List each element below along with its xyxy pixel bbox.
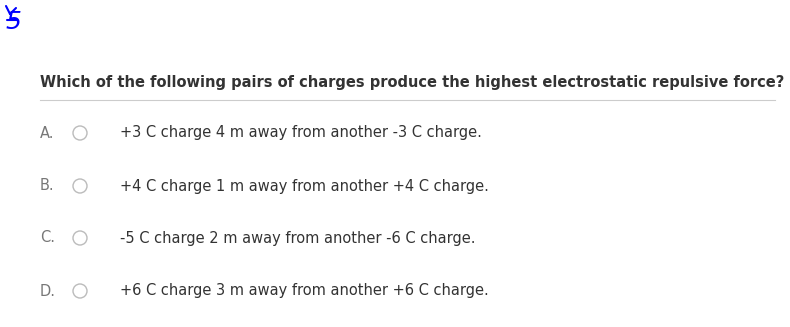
Text: 5: 5 (5, 10, 21, 34)
Text: -5 C charge 2 m away from another -6 C charge.: -5 C charge 2 m away from another -6 C c… (120, 231, 476, 246)
Text: C.: C. (40, 231, 55, 246)
Text: +3 C charge 4 m away from another -3 C charge.: +3 C charge 4 m away from another -3 C c… (120, 126, 482, 141)
Text: D.: D. (40, 284, 56, 299)
Text: A.: A. (40, 126, 55, 141)
Text: +4 C charge 1 m away from another +4 C charge.: +4 C charge 1 m away from another +4 C c… (120, 179, 489, 194)
Text: +6 C charge 3 m away from another +6 C charge.: +6 C charge 3 m away from another +6 C c… (120, 284, 489, 299)
Text: B.: B. (40, 179, 55, 194)
Text: Which of the following pairs of charges produce the highest electrostatic repuls: Which of the following pairs of charges … (40, 75, 784, 90)
